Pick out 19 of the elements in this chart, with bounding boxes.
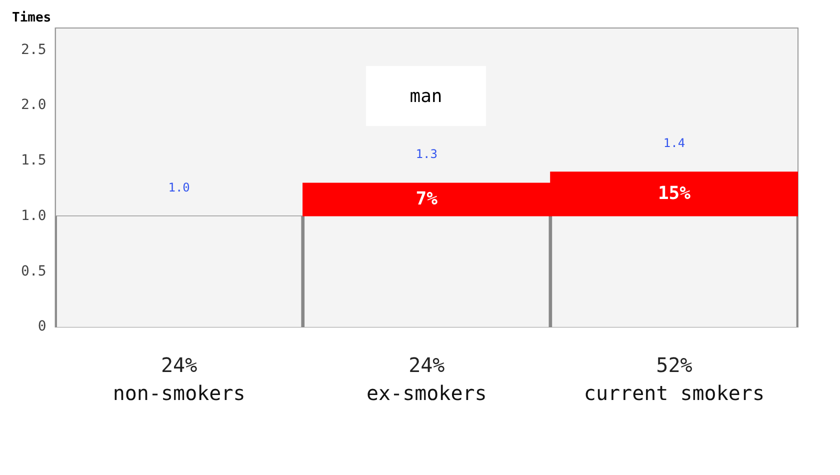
- annotation: 15%: [658, 182, 691, 204]
- y-tick-label: 2.0: [20, 97, 46, 114]
- total-label: 1.3: [416, 147, 438, 162]
- text: 52%: [656, 353, 692, 378]
- label-box: man: [366, 66, 486, 126]
- y-tick-label: 0.5: [20, 263, 46, 280]
- y-tick-label: 1.5: [20, 152, 46, 169]
- text: 24%: [161, 353, 198, 378]
- annotation: 7%: [416, 188, 438, 210]
- text: 24%: [408, 353, 445, 378]
- total-label: 1.4: [663, 136, 686, 150]
- y-tick-label: 2.5: [20, 42, 46, 58]
- y-tick-label: 0: [38, 318, 46, 335]
- x-tick-label: non-smokers: [112, 381, 246, 406]
- x-tick-label: current smokers: [584, 381, 765, 406]
- y-tick-label: 1.0: [20, 208, 46, 224]
- x-tick-label: ex-smokers: [366, 381, 487, 406]
- y-axis-title: Times: [12, 10, 52, 26]
- total-label: 1.0: [168, 180, 190, 194]
